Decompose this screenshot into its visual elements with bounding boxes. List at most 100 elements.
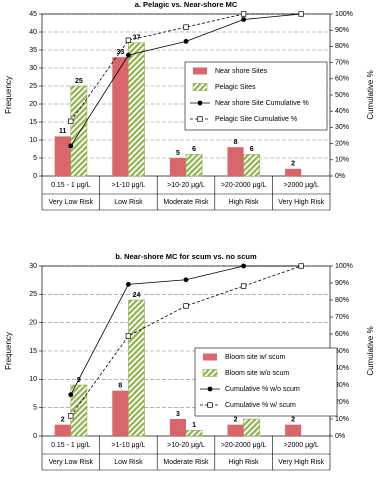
y-tick-label: 30 bbox=[29, 263, 37, 270]
y2-tick-label: 80% bbox=[335, 297, 349, 304]
y2-tick-label: 50% bbox=[335, 348, 349, 355]
y-tick-label: 5 bbox=[33, 405, 37, 412]
value-label: 9 bbox=[77, 377, 81, 384]
legend-label: Cumulative % w/ scum bbox=[225, 402, 296, 409]
bar bbox=[54, 136, 71, 176]
value-label: 6 bbox=[250, 146, 254, 153]
y2-axis-label: Cumulative % bbox=[366, 70, 375, 119]
risk-label: Very High Risk bbox=[278, 199, 324, 206]
bar bbox=[169, 158, 186, 176]
line-marker bbox=[183, 24, 189, 30]
legend-label: Pelagic Sites bbox=[215, 84, 256, 91]
y-tick-label: 0 bbox=[33, 173, 37, 180]
risk-label: Very Low Risk bbox=[49, 459, 94, 466]
bar bbox=[185, 430, 203, 437]
legend-swatch bbox=[193, 67, 207, 75]
value-label: 2 bbox=[291, 161, 295, 168]
bar bbox=[169, 419, 186, 436]
y2-tick-label: 20% bbox=[335, 140, 349, 147]
bar bbox=[70, 384, 88, 437]
line-marker bbox=[298, 11, 304, 17]
value-label: 2 bbox=[61, 417, 65, 424]
y-axis-label: Frequency bbox=[4, 76, 13, 114]
x-tick-label: >20-2000 μg/L bbox=[221, 182, 267, 189]
y2-tick-label: 60% bbox=[335, 331, 349, 338]
bar bbox=[70, 85, 88, 177]
legend-box bbox=[194, 347, 338, 417]
legend-swatch bbox=[202, 369, 218, 377]
risk-label: Moderate Risk bbox=[163, 199, 209, 206]
y-tick-label: 25 bbox=[29, 83, 37, 90]
x-tick-label: >1-10 μg/L bbox=[111, 182, 145, 189]
legend-label: Near shore Site Cumulative % bbox=[215, 100, 309, 107]
value-label: 2 bbox=[234, 417, 238, 424]
y2-tick-label: 30% bbox=[335, 124, 349, 131]
bar bbox=[112, 57, 129, 177]
legend-box bbox=[184, 61, 328, 131]
line-marker bbox=[68, 118, 74, 124]
value-label: 6 bbox=[192, 146, 196, 153]
legend-label: Bloom site w/ scum bbox=[225, 354, 285, 361]
risk-label: Moderate Risk bbox=[163, 459, 209, 466]
x-tick-label: >1-10 μg/L bbox=[111, 442, 145, 449]
y2-tick-label: 90% bbox=[335, 280, 349, 287]
y2-tick-label: 60% bbox=[335, 76, 349, 83]
value-label: 8 bbox=[234, 139, 238, 146]
line-marker bbox=[241, 263, 247, 269]
line-marker bbox=[125, 281, 131, 287]
risk-label: Very High Risk bbox=[278, 459, 324, 466]
bar bbox=[185, 154, 203, 177]
value-label: 33 bbox=[116, 49, 124, 56]
legend-marker bbox=[197, 116, 203, 122]
legend-swatch bbox=[203, 353, 217, 361]
y2-tick-label: 10% bbox=[335, 416, 349, 423]
bar bbox=[227, 147, 244, 176]
y2-tick-label: 40% bbox=[335, 365, 349, 372]
y2-tick-label: 30% bbox=[335, 382, 349, 389]
x-tick-label: >2000 μg/L bbox=[284, 182, 319, 189]
line-marker bbox=[125, 37, 132, 43]
value-label: 11 bbox=[59, 128, 67, 135]
value-label: 2 bbox=[291, 417, 295, 424]
legend-label: Pelagic Site Cumulative % bbox=[215, 116, 297, 123]
y-tick-label: 5 bbox=[33, 155, 37, 162]
x-tick-label: >2000 μg/L bbox=[284, 442, 319, 449]
bar bbox=[128, 42, 145, 177]
bar bbox=[243, 154, 261, 177]
y2-tick-label: 70% bbox=[335, 314, 349, 321]
risk-label: Very Low Risk bbox=[49, 199, 94, 206]
y-tick-label: 40 bbox=[29, 29, 37, 36]
y-tick-label: 15 bbox=[29, 348, 37, 355]
line-marker bbox=[183, 303, 189, 309]
value-label: 24 bbox=[133, 292, 141, 299]
x-tick-label: 0.15 - 1 μg/L bbox=[51, 182, 91, 189]
legend-marker bbox=[207, 386, 213, 392]
y2-tick-label: 100% bbox=[335, 11, 353, 18]
line-marker bbox=[68, 392, 74, 398]
bar bbox=[285, 424, 302, 436]
risk-label: High Risk bbox=[229, 459, 259, 466]
y-tick-label: 20 bbox=[29, 320, 37, 327]
risk-label: Low Risk bbox=[114, 199, 143, 206]
y-tick-label: 10 bbox=[29, 137, 37, 144]
value-label: 8 bbox=[118, 383, 122, 390]
legend-label: Near shore Sites bbox=[215, 68, 268, 75]
bar bbox=[128, 299, 145, 437]
chart-title: a. Pelagic vs. Near-shore MC bbox=[135, 0, 238, 9]
cumulative-line bbox=[70, 265, 302, 417]
value-label: 25 bbox=[75, 78, 83, 85]
line-marker bbox=[125, 52, 131, 58]
line-marker bbox=[183, 277, 189, 283]
bar bbox=[285, 168, 302, 176]
line-marker bbox=[183, 38, 189, 44]
value-label: 1 bbox=[192, 422, 196, 429]
line-marker bbox=[125, 333, 132, 339]
y-tick-label: 0 bbox=[33, 433, 37, 440]
y2-tick-label: 90% bbox=[335, 27, 349, 34]
x-tick-label: 0.15 - 1 μg/L bbox=[51, 442, 91, 449]
y-tick-label: 15 bbox=[29, 119, 37, 126]
line-marker bbox=[241, 17, 247, 22]
risk-label: High Risk bbox=[229, 199, 259, 206]
legend-marker bbox=[207, 402, 213, 408]
